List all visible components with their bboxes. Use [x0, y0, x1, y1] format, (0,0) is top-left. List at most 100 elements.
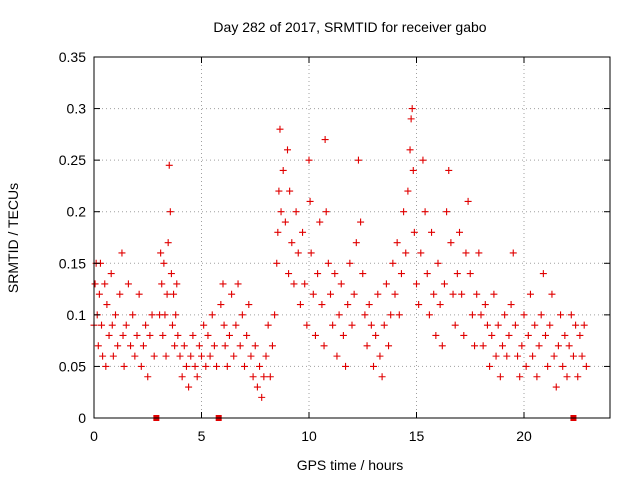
data-point — [307, 249, 315, 257]
data-point — [157, 249, 165, 257]
data-point — [324, 259, 332, 267]
data-point — [249, 373, 257, 381]
data-point — [490, 290, 498, 298]
data-point — [198, 352, 205, 360]
data-point — [171, 342, 179, 350]
data-point — [112, 311, 119, 319]
data-point — [284, 146, 291, 154]
data-point — [105, 331, 113, 339]
data-point — [294, 249, 302, 257]
data-point — [496, 373, 504, 381]
data-point — [421, 208, 429, 216]
data-point — [557, 311, 565, 319]
data-point — [518, 342, 526, 350]
data-point — [468, 311, 476, 319]
data-point — [380, 321, 388, 329]
data-point — [402, 249, 410, 257]
data-point — [160, 259, 168, 267]
data-point — [428, 228, 436, 236]
data-point — [473, 290, 481, 298]
data-point — [350, 290, 358, 298]
data-point — [550, 352, 558, 360]
data-point — [479, 342, 487, 350]
data-point — [436, 301, 444, 309]
data-point — [277, 208, 285, 216]
data-point — [275, 187, 283, 195]
data-point — [107, 270, 115, 278]
data-point — [335, 311, 343, 319]
data-point — [354, 156, 362, 164]
data-point — [458, 290, 466, 298]
data-point — [580, 321, 588, 329]
data-point — [321, 136, 329, 144]
data-point — [438, 342, 446, 350]
data-point — [260, 373, 268, 381]
y-axis-label: SRMTID / TECUs — [5, 183, 21, 293]
data-point — [164, 239, 172, 247]
data-point — [410, 228, 418, 236]
data-point — [234, 280, 242, 288]
data-point — [159, 331, 167, 339]
data-point — [449, 290, 457, 298]
data-point — [191, 362, 199, 370]
data-point — [376, 352, 384, 360]
data-point — [475, 249, 483, 257]
data-point — [202, 362, 210, 370]
data-point — [552, 383, 560, 391]
y-tick-label: 0.35 — [59, 49, 86, 65]
data-point — [166, 208, 174, 216]
chart-title: Day 282 of 2017, SRMTID for receiver gab… — [213, 19, 486, 35]
data-point — [563, 373, 571, 381]
data-point — [425, 311, 433, 319]
data-point — [451, 321, 459, 329]
data-point — [161, 311, 169, 319]
x-axis-ticks: 0 5 10 15 20 — [90, 57, 532, 444]
x-tick-label: 10 — [301, 428, 317, 444]
data-point — [285, 270, 293, 278]
data-point — [569, 352, 577, 360]
data-point — [124, 280, 132, 288]
data-point — [253, 383, 261, 391]
data-point — [359, 270, 367, 278]
data-point — [120, 362, 128, 370]
data-point — [565, 342, 573, 350]
data-point — [393, 239, 401, 247]
data-point — [460, 331, 468, 339]
data-point — [440, 280, 448, 288]
data-point — [535, 342, 543, 350]
data-point — [520, 311, 528, 319]
data-point — [507, 301, 515, 309]
data-point — [178, 373, 186, 381]
data-point — [232, 321, 240, 329]
data-points — [90, 105, 590, 401]
data-point — [139, 342, 147, 350]
data-point — [548, 290, 556, 298]
data-point — [187, 352, 195, 360]
data-point — [306, 197, 314, 205]
data-point — [204, 331, 212, 339]
x-tick-label: 15 — [409, 428, 425, 444]
data-point — [339, 331, 347, 339]
data-point — [217, 301, 225, 309]
data-point — [514, 352, 522, 360]
data-point — [108, 321, 116, 329]
data-point — [256, 362, 264, 370]
plot-frame — [93, 56, 611, 419]
data-point — [391, 290, 399, 298]
data-point — [492, 352, 500, 360]
data-point — [509, 249, 517, 257]
data-point — [94, 342, 102, 350]
data-point — [168, 321, 176, 329]
data-point — [574, 373, 582, 381]
data-point — [546, 321, 554, 329]
data-point — [561, 331, 569, 339]
data-point — [445, 166, 453, 174]
y-tick-label: 0 — [78, 410, 86, 426]
data-point — [316, 218, 324, 226]
y-tick-label: 0.2 — [67, 204, 87, 220]
data-point — [210, 342, 218, 350]
data-point — [167, 270, 175, 278]
data-point — [559, 362, 567, 370]
data-point — [370, 362, 377, 370]
